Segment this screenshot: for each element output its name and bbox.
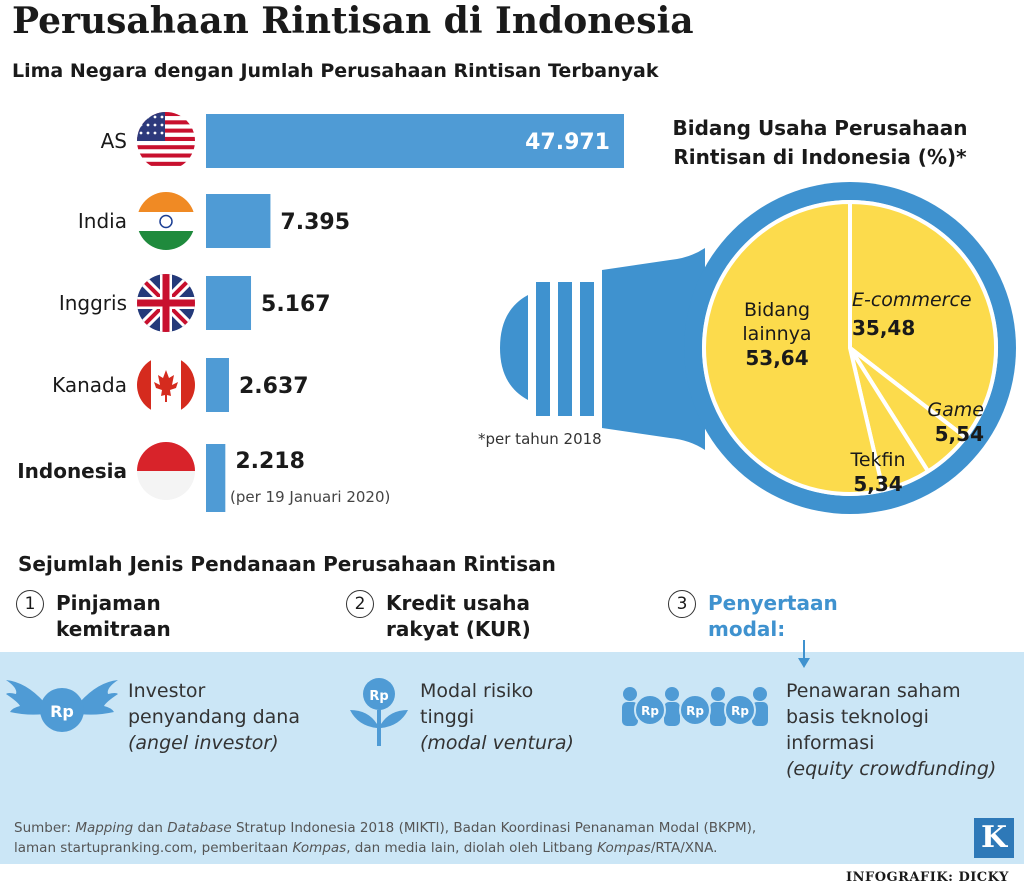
source-text: Database [167, 820, 232, 836]
detail-line: Investor [128, 680, 206, 702]
uk-flag-icon [137, 274, 195, 332]
source-note: Sumber: Mapping dan Database Stratup Ind… [14, 818, 874, 858]
pie-title: Bidang Usaha Perusahaan Rintisan di Indo… [672, 116, 968, 169]
pie-value: 53,64 [745, 346, 809, 370]
pie-value: 35,48 [852, 316, 916, 340]
country-label: India [78, 209, 127, 233]
bar-indonesia [206, 444, 226, 512]
detail-line-2: tinggi [420, 706, 475, 728]
detail-ventura: Modal risiko tinggi (modal ventura) [420, 678, 574, 756]
number-badge: 3 [668, 590, 696, 618]
country-label: Kanada [52, 373, 127, 397]
funding-label: Penyertaan [708, 591, 838, 615]
detail-line: Modal risiko [420, 680, 534, 702]
rp-label: Rp [686, 704, 704, 718]
funding-item-2: 2 Kredit usaha rakyat (KUR) [346, 590, 531, 642]
pie-slice-bidang-lainnya [702, 200, 886, 496]
bar-value-label: 7.395 [280, 210, 350, 235]
down-arrow-icon [798, 640, 810, 668]
number-badge: 1 [16, 590, 44, 618]
source-text: laman startupranking.com, pemberitaan [14, 840, 293, 856]
india-flag-icon [137, 192, 195, 250]
detail-line-2: penyandang dana [128, 706, 300, 728]
pie-label-tekfin: Tekfin 5,34 [838, 448, 918, 496]
detail-line-3: (angel investor) [128, 732, 279, 754]
pie-label-text: Tekfin [850, 449, 906, 471]
country-label: Inggris [59, 291, 127, 315]
us-flag-icon [137, 112, 195, 170]
bar-chart: AS 47.971 India 7.395 Inggris 5.167 Kanada 2.63… [17, 114, 624, 512]
funding-label-2: modal: [708, 617, 786, 641]
funding-label-2: rakyat (KUR) [386, 617, 531, 641]
funding-detail-panel [0, 652, 1024, 864]
rp-label: Rp [731, 704, 749, 718]
pie-label-bidang-lainnya: Bidang lainnya 53,64 [712, 298, 842, 370]
source-text: Mapping [75, 820, 134, 836]
source-text: dan [133, 820, 168, 836]
detail-line: Penawaran saham [786, 680, 961, 702]
pie-footnote: *per tahun 2018 [478, 430, 602, 448]
pie-label-text-2: lainnya [742, 323, 812, 345]
crowd-rupiah-icon: Rp Rp Rp [622, 687, 768, 726]
winged-rupiah-icon: Rp [6, 680, 118, 732]
detail-angel: Investor penyandang dana (angel investor… [128, 678, 300, 756]
bar-as [206, 114, 624, 168]
source-text: Stratup Indonesia 2018 (MIKTI), Badan Ko… [231, 820, 757, 836]
rupiah-plant-icon: Rp [350, 678, 408, 746]
funding-label: Kredit usaha [386, 591, 530, 615]
source-text: Kompas [597, 840, 651, 856]
rp-label: Rp [369, 689, 388, 704]
detail-line-3: informasi [786, 732, 875, 754]
rp-label: Rp [641, 704, 659, 718]
bar-kanada [206, 358, 229, 412]
pie-label-game: Game 5,54 [904, 398, 984, 446]
indonesia-flag-icon [137, 442, 195, 500]
bar-india [206, 194, 271, 248]
pie-label-text: Game [927, 399, 984, 421]
source-text: , dan media lain, diolah oleh Litbang [346, 840, 598, 856]
pie-label-text: Bidang [743, 299, 811, 321]
pie-label-text: E-commerce [852, 289, 972, 311]
detail-line-2: basis teknologi [786, 706, 929, 728]
bar-inggris [206, 276, 252, 330]
detail-line-4: (equity crowdfunding) [786, 758, 997, 780]
pie-value: 5,34 [853, 472, 903, 496]
bar-value-label: 47.971 [525, 130, 610, 155]
pie-slice-e-commerce [848, 200, 998, 440]
funding-label: Pinjaman [56, 591, 161, 615]
bar-value-label: 5.167 [261, 292, 331, 317]
country-label: AS [101, 129, 127, 153]
source-text: /RTA/XNA. [650, 840, 718, 856]
indonesia-date-note: (per 19 Januari 2020) [230, 488, 391, 506]
number-badge: 2 [346, 590, 374, 618]
bulb-base-icon [500, 248, 705, 450]
bar-value-label: 2.218 [235, 449, 305, 474]
kompas-logo: K [974, 818, 1014, 858]
source-text: Kompas [292, 840, 347, 856]
main-title: Perusahaan Rintisan di Indonesia [12, 0, 694, 42]
source-text: Sumber: [14, 820, 76, 836]
rp-label: Rp [50, 702, 74, 721]
funding-item-1: 1 Pinjaman kemitraan [16, 590, 171, 642]
detail-crowdfunding: Penawaran saham basis teknologi informas… [786, 678, 996, 782]
chart-subtitle: Lima Negara dengan Jumlah Perusahaan Rin… [12, 60, 659, 82]
detail-line-3: (modal ventura) [420, 732, 574, 754]
funding-title: Sejumlah Jenis Pendanaan Perusahaan Rint… [18, 552, 556, 576]
lightbulb-pie-chart [500, 182, 1016, 514]
credit: INFOGRAFIK: DICKY [846, 870, 1009, 885]
funding-item-3: 3 Penyertaan modal: [668, 590, 838, 642]
bar-value-label: 2.637 [239, 374, 309, 399]
canada-flag-icon [137, 356, 195, 414]
funding-label-2: kemitraan [56, 617, 171, 641]
country-label: Indonesia [17, 459, 127, 483]
pie-label-ecommerce: E-commerce 35,48 [852, 288, 972, 340]
pie-value: 5,54 [934, 422, 984, 446]
